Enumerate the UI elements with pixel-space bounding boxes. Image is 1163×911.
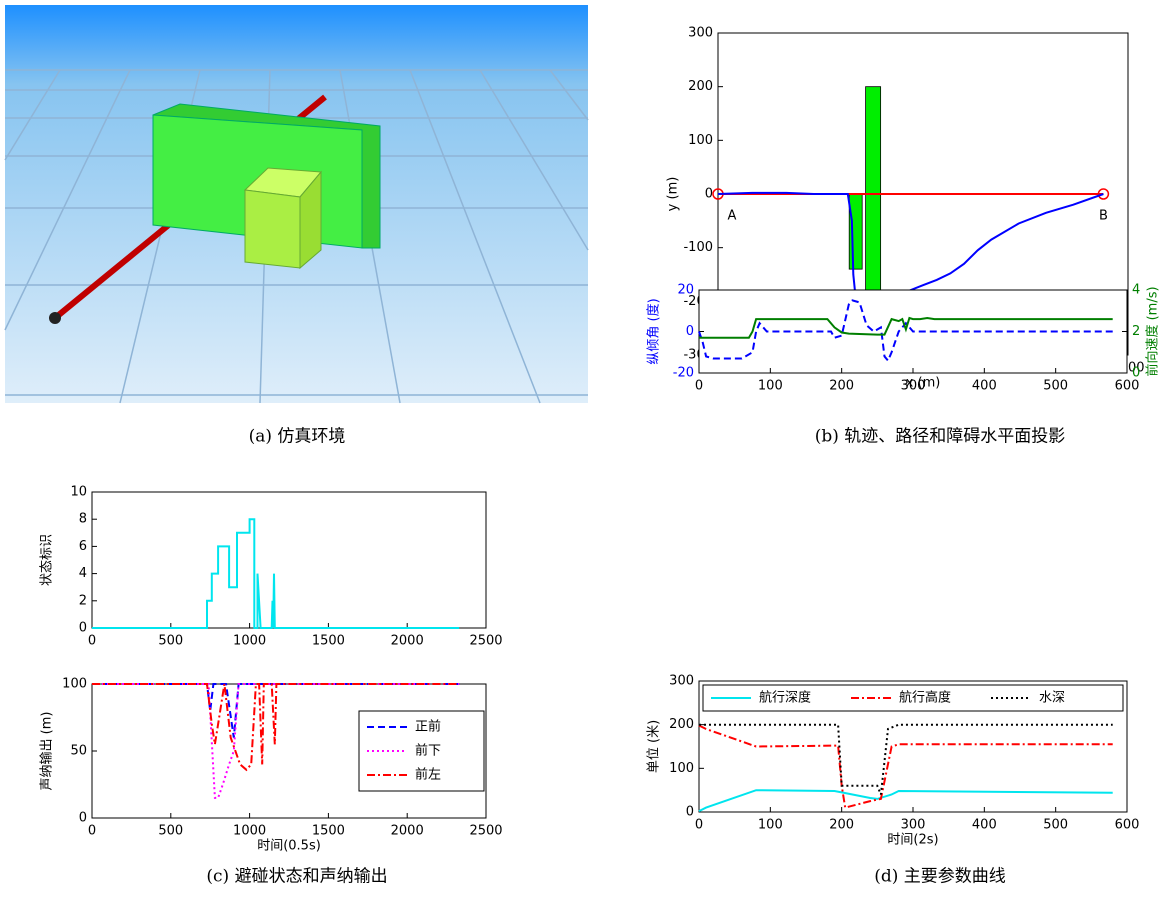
x-tick-label: 1500 (312, 634, 345, 649)
annotation: B (1099, 209, 1108, 224)
y-axis-label: 声纳输出 (m) (39, 712, 55, 791)
x-tick-label: 2000 (391, 824, 424, 839)
x-tick-label: 0 (695, 818, 703, 833)
y-tick-label: 8 (79, 512, 87, 527)
x-axis-label: 时间(2s) (887, 833, 938, 848)
x-tick-label: 0 (88, 824, 96, 839)
y-tick-label: 200 (669, 717, 694, 732)
y2-axis-label: 前向速度 (m/s) (1145, 286, 1161, 376)
caption: (c) 避碰状态和声纳输出 (206, 867, 387, 887)
caption: (d) 主要参数曲线 (874, 867, 1006, 887)
legend-label: 航行高度 (899, 690, 951, 706)
figure: (a) 仿真环境 (b) 轨迹、路径和障碍水平面投影 (c) 避碰状态和声纳输出… (0, 0, 1163, 907)
y2-tick-label: 4 (1132, 283, 1140, 298)
legend-label: 前左 (415, 767, 441, 783)
y2-tick-label: 0 (1132, 366, 1140, 381)
y-tick-label: 4 (79, 566, 87, 581)
caption: (b) 轨迹、路径和障碍水平面投影 (815, 427, 1066, 447)
x-tick-label: 500 (158, 824, 183, 839)
x-tick-label: 500 (158, 634, 183, 649)
y-tick-label: 100 (62, 677, 87, 692)
simulation-image (5, 5, 588, 403)
y-axis-label: 纵倾角 (度) (646, 298, 662, 364)
x-tick-label: 0 (695, 379, 703, 394)
y-tick-label: 300 (669, 674, 694, 689)
x-tick-label: 1500 (312, 824, 345, 839)
x-tick-label: 1000 (233, 824, 266, 839)
y-tick-label: 0 (686, 805, 694, 820)
x-tick-label: 400 (972, 818, 997, 833)
x-tick-label: 2500 (469, 634, 502, 649)
legend-label: 正前 (415, 719, 441, 735)
x-tick-label: 500 (1043, 379, 1068, 394)
x-axis-label: 时间(0.5s) (257, 839, 321, 854)
x-tick-label: 600 (1115, 818, 1140, 833)
y-axis-label: y (m) (666, 177, 681, 212)
y-tick-label: 200 (688, 79, 713, 94)
y-tick-label: 2 (79, 593, 87, 608)
x-tick-label: 200 (829, 818, 854, 833)
x-tick-label: 500 (1043, 818, 1068, 833)
y-tick-label: -100 (683, 240, 713, 255)
x-tick-label: 200 (829, 379, 854, 394)
legend-label: 航行深度 (759, 690, 811, 706)
y2-tick-label: 2 (1132, 324, 1140, 339)
x-tick-label: 100 (758, 379, 783, 394)
y-tick-label: 0 (79, 811, 87, 826)
x-tick-label: 100 (758, 818, 783, 833)
y-tick-label: 0 (705, 187, 713, 202)
y-tick-label: 50 (70, 744, 87, 759)
x-tick-label: 0 (88, 634, 96, 649)
x-tick-label: 2000 (391, 634, 424, 649)
x-tick-label: 600 (1115, 379, 1140, 394)
y-tick-label: 100 (688, 133, 713, 148)
y-tick-label: 10 (70, 485, 87, 500)
x-tick-label: 2500 (469, 824, 502, 839)
y-axis-label: 状态标识 (40, 534, 55, 586)
y-tick-label: 20 (677, 283, 694, 298)
y-tick-label: 0 (686, 324, 694, 339)
legend-label: 水深 (1039, 691, 1065, 706)
x-tick-label: 1000 (233, 634, 266, 649)
y-tick-label: 100 (669, 761, 694, 776)
annotation: A (728, 209, 737, 224)
x-tick-label: 300 (901, 818, 926, 833)
y-axis-label: 单位 (米) (647, 720, 662, 773)
plot-area (92, 492, 486, 628)
y-tick-label: 6 (79, 539, 87, 554)
caption: (a) 仿真环境 (249, 427, 346, 447)
legend-label: 前下 (415, 743, 441, 759)
y-tick-label: 0 (79, 621, 87, 636)
obstacle (849, 194, 862, 269)
x-tick-label: 300 (901, 379, 926, 394)
x-tick-label: 400 (972, 379, 997, 394)
y-tick-label: 300 (688, 26, 713, 41)
y-tick-label: -20 (673, 366, 694, 381)
